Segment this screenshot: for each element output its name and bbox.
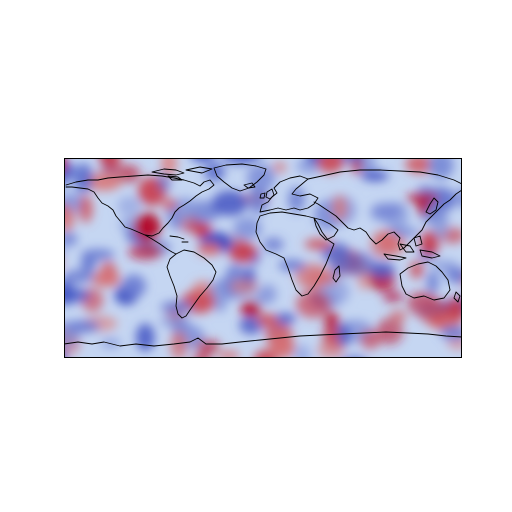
coastline-caribbean — [169, 235, 189, 243]
coastline-greenland — [213, 163, 267, 192]
field-blob — [357, 158, 377, 173]
field-blob — [64, 232, 78, 247]
field-blob — [268, 334, 295, 358]
coastline-arabia — [313, 217, 339, 241]
field-blob — [383, 290, 403, 303]
field-blob — [317, 341, 344, 358]
field-blob — [409, 260, 424, 279]
field-blob — [233, 217, 262, 240]
coastline-north-america — [65, 174, 215, 237]
field-blob — [431, 210, 449, 240]
field-blob — [446, 297, 462, 321]
field-blob — [195, 339, 220, 354]
field-blob — [423, 187, 457, 213]
coastline-asia — [307, 169, 462, 251]
world-map — [64, 158, 462, 358]
coastline-indonesia — [383, 235, 441, 261]
field-blob — [217, 350, 240, 358]
field-blob — [248, 187, 269, 215]
field-blob — [177, 214, 199, 232]
coastlines — [64, 163, 462, 347]
field-blob — [211, 190, 248, 216]
field-blob — [159, 315, 188, 328]
field-blob — [278, 259, 306, 272]
coastline-australia — [399, 261, 451, 301]
anomaly-field — [64, 158, 462, 358]
field-blob — [256, 313, 278, 327]
field-blob — [360, 329, 381, 350]
field-blob — [295, 263, 331, 290]
field-blob — [332, 195, 348, 221]
field-blob — [273, 161, 287, 173]
field-blob — [376, 318, 404, 345]
field-blob — [79, 195, 93, 223]
field-blob — [263, 237, 284, 252]
field-blob — [405, 158, 436, 174]
field-blob — [316, 158, 345, 174]
field-blob — [168, 208, 182, 230]
field-blob — [115, 164, 141, 183]
field-blob — [64, 287, 91, 303]
field-blob — [64, 269, 95, 284]
field-blob — [121, 274, 147, 298]
field-blob — [360, 170, 389, 182]
coastline-madagascar — [332, 265, 341, 283]
field-blob — [273, 313, 296, 324]
field-blob — [287, 186, 305, 213]
field-blob — [417, 298, 449, 325]
field-blob — [446, 267, 462, 284]
field-blob — [91, 271, 121, 287]
field-blob — [80, 255, 96, 273]
coastline-japan — [425, 197, 439, 215]
coastline-africa — [255, 211, 335, 297]
field-blob — [252, 292, 271, 304]
field-blob — [324, 311, 340, 333]
field-blob — [426, 270, 439, 294]
field-blob — [342, 252, 376, 276]
map-panel — [64, 158, 462, 358]
field-blob — [240, 301, 261, 317]
field-blob — [296, 290, 331, 319]
field-blob — [323, 329, 340, 344]
coastline-europe — [259, 175, 319, 213]
field-blob — [192, 353, 211, 358]
coastline-south-america — [166, 249, 217, 319]
field-blob — [293, 344, 311, 358]
field-blob — [64, 321, 80, 348]
field-blob — [100, 338, 121, 349]
field-blob — [197, 243, 222, 256]
field-blob — [222, 158, 256, 165]
field-blob — [420, 230, 439, 256]
field-blob — [406, 193, 439, 204]
field-blob — [228, 241, 257, 263]
field-blob — [371, 202, 404, 215]
field-blob — [117, 196, 142, 216]
field-blob — [304, 238, 333, 250]
coastline-british-isles — [259, 188, 275, 200]
field-blob — [100, 158, 121, 173]
field-blob — [229, 279, 258, 295]
field-blob — [428, 158, 454, 180]
field-blob — [161, 158, 177, 177]
field-blob — [135, 323, 155, 352]
coastline-arctic-islands — [151, 166, 213, 181]
coastline-central-america — [144, 234, 177, 255]
field-blob — [369, 262, 396, 279]
map-frame — [64, 158, 462, 358]
coastline-new-zealand — [453, 291, 461, 303]
field-blob — [336, 323, 351, 347]
field-blob — [128, 243, 163, 260]
field-blob — [170, 330, 188, 358]
coastline-antarctica — [64, 331, 462, 347]
field-blob — [134, 212, 161, 242]
field-blob — [73, 163, 94, 193]
field-blob — [204, 162, 226, 182]
field-blob — [64, 204, 75, 232]
field-blob — [213, 297, 227, 312]
coastline-iceland — [243, 182, 256, 189]
